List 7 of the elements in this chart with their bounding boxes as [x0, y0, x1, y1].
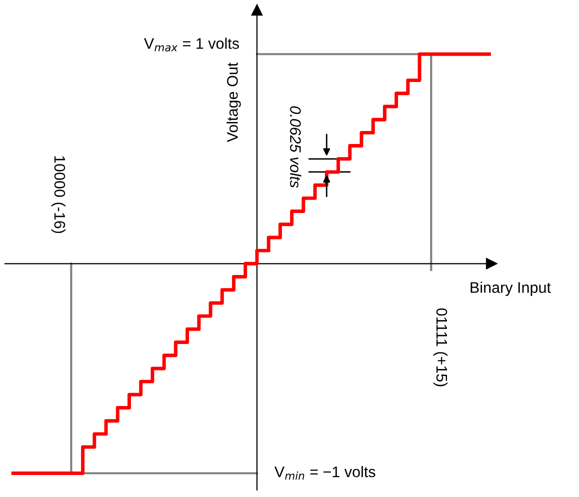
- annotation: 01111 (+15): [433, 308, 448, 386]
- ref-line-label: V$_{min}$ = −1 volts: [274, 466, 376, 480]
- annotation: 10000 (-16): [51, 156, 66, 234]
- x-axis-title: Binary Input: [470, 282, 551, 296]
- y-axis-title: Voltage Out: [226, 62, 241, 142]
- annotation: 0.0625 volts: [290, 106, 302, 188]
- ref-line-label: V$_{max}$ = 1 volts: [144, 38, 239, 52]
